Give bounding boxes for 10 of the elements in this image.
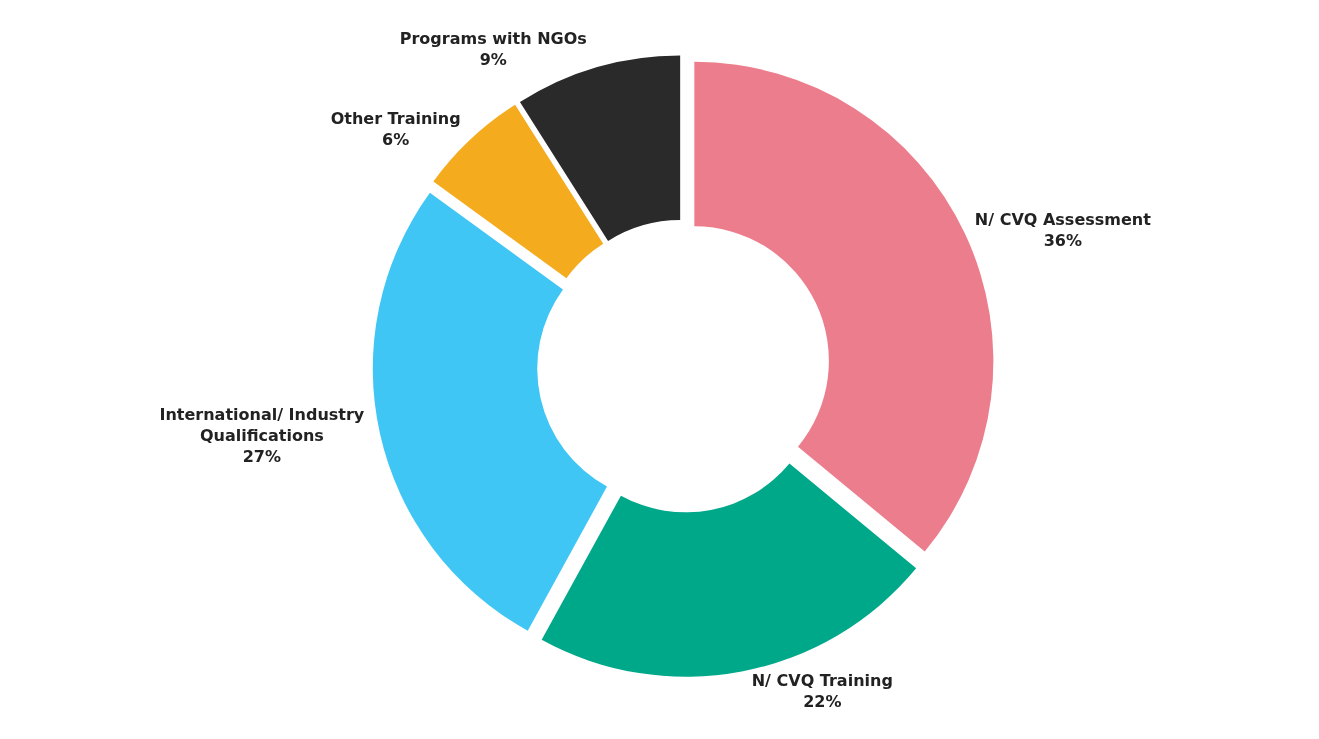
data-label: 9% xyxy=(479,49,507,69)
slice-label: N/ CVQ Training xyxy=(751,670,893,690)
data-label: 36% xyxy=(1043,230,1082,250)
slice-label: Programs with NGOs xyxy=(399,29,587,49)
data-label: 27% xyxy=(242,446,282,466)
slice-label: Other Training xyxy=(330,108,461,128)
data-label: 6% xyxy=(382,129,410,149)
data-label: 22% xyxy=(803,691,842,711)
slice-label: N/ CVQ Assessment xyxy=(974,210,1152,230)
slice-label: International/ Industry Qualifications xyxy=(159,404,365,445)
